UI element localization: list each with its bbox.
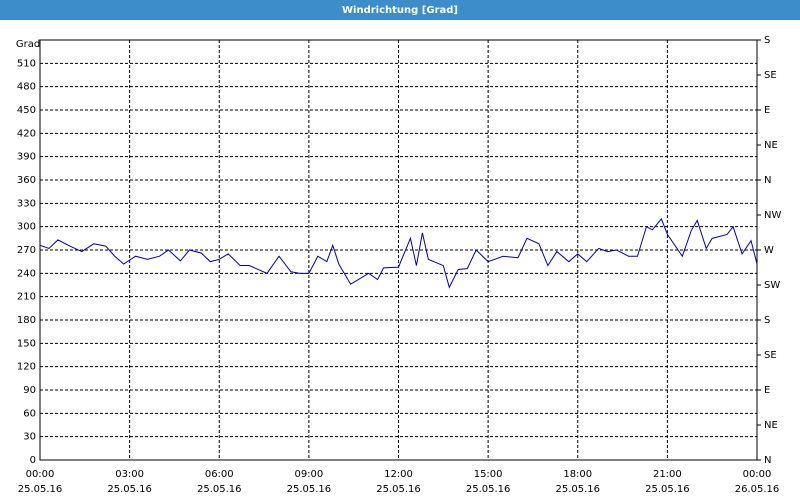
y-tick-label: 480: [17, 82, 36, 93]
y-axis-label: Grad: [16, 39, 40, 50]
y-tick-label: 360: [17, 175, 36, 186]
y-tick-label: 510: [17, 58, 36, 69]
x-tick-date: 25.05.16: [197, 484, 242, 495]
y-tick-label: 60: [23, 408, 36, 419]
y2-tick-label: NE: [764, 420, 778, 431]
y2-tick-label: SE: [764, 70, 777, 81]
x-tick-label: 00:00: [743, 469, 772, 480]
y2-tick-label: E: [764, 105, 770, 116]
y-tick-label: 270: [17, 245, 36, 256]
x-tick-label: 03:00: [115, 469, 144, 480]
x-tick-label: 06:00: [205, 469, 234, 480]
x-tick-date: 25.05.16: [18, 484, 63, 495]
y-tick-label: 450: [17, 105, 36, 116]
y-tick-label: 240: [17, 268, 36, 279]
y2-tick-label: SW: [764, 280, 780, 291]
y2-tick-label: E: [764, 385, 770, 396]
y2-tick-label: S: [764, 35, 770, 46]
plot-frame: [39, 39, 758, 461]
y-tick-label: 120: [17, 362, 36, 373]
title-bar: [0, 0, 800, 20]
x-tick-date: 26.05.16: [735, 484, 780, 495]
y-tick-label: 30: [23, 432, 36, 443]
y2-tick-label: NW: [764, 210, 781, 221]
y2-tick-label: SE: [764, 350, 777, 361]
chart-title: Windrichtung [Grad]: [342, 5, 458, 16]
x-tick-date: 25.05.16: [376, 484, 421, 495]
x-tick-label: 18:00: [563, 469, 592, 480]
x-tick-label: 15:00: [474, 469, 503, 480]
y-tick-label: 300: [17, 222, 36, 233]
y-tick-label: 180: [17, 315, 36, 326]
x-tick-date: 25.05.16: [645, 484, 690, 495]
x-tick-date: 25.05.16: [287, 484, 332, 495]
y-tick-label: 0: [30, 455, 36, 466]
data-line: [39, 217, 758, 289]
x-tick-label: 00:00: [26, 469, 55, 480]
y-tick-label: 150: [17, 338, 36, 349]
y2-tick-label: W: [764, 245, 774, 256]
y-tick-label: 330: [17, 198, 36, 209]
y2-tick-label: N: [764, 175, 771, 186]
y-tick-label: 90: [23, 385, 36, 396]
x-tick-date: 25.05.16: [555, 484, 600, 495]
y2-tick-label: N: [764, 455, 771, 466]
y-tick-label: 390: [17, 152, 36, 163]
x-tick-label: 21:00: [653, 469, 682, 480]
y-tick-label: 420: [17, 128, 36, 139]
x-tick-label: 09:00: [294, 469, 323, 480]
y-tick-label: 210: [17, 292, 36, 303]
x-tick-date: 25.05.16: [466, 484, 511, 495]
x-tick-date: 25.05.16: [107, 484, 152, 495]
y2-tick-label: NE: [764, 140, 778, 151]
x-tick-label: 12:00: [384, 469, 413, 480]
y2-tick-label: S: [764, 315, 770, 326]
